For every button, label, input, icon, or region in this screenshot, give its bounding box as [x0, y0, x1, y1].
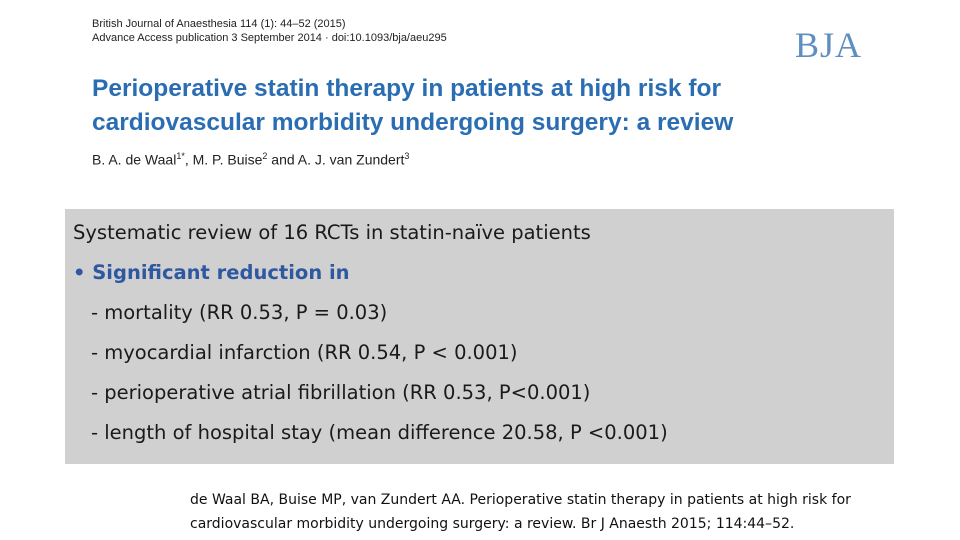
author-name: B. A. de Waal	[92, 151, 177, 168]
journal-header: British Journal of Anaesthesia 114 (1): …	[92, 17, 447, 45]
author-separator: ,	[184, 151, 193, 168]
author-affiliation: 1*	[176, 151, 185, 161]
paper-title: Perioperative statin therapy in patients…	[92, 75, 734, 136]
access-line: Advance Access publication 3 September 2…	[92, 32, 447, 44]
citation: de Waal BA, Buise MP, van Zundert AA. Pe…	[190, 488, 955, 536]
authors: B. A. de Waal1*, M. P. Buise2 and A. J. …	[92, 151, 409, 168]
journal-line: British Journal of Anaesthesia 114 (1): …	[92, 18, 346, 30]
author-name: A. J. van Zundert	[297, 151, 405, 168]
author-affiliation: 3	[404, 151, 410, 161]
summary-intro: Systematic review of 16 RCTs in statin-n…	[73, 221, 591, 244]
bja-logo: BJA	[795, 25, 863, 65]
author-separator: and	[267, 151, 298, 168]
author-name: M. P. Buise	[192, 151, 263, 168]
summary-item: - perioperative atrial fibrillation (RR …	[91, 381, 591, 404]
summary-bullet: • Significant reduction in	[73, 261, 350, 284]
author-affiliation: 2	[262, 151, 268, 161]
summary-item: - myocardial infarction (RR 0.54, P < 0.…	[91, 341, 518, 364]
summary-item: - length of hospital stay (mean differen…	[91, 421, 668, 444]
citation-line: cardiovascular morbidity undergoing surg…	[190, 516, 795, 532]
summary-box: Systematic review of 16 RCTs in statin-n…	[65, 209, 894, 464]
summary-item: - mortality (RR 0.53, P = 0.03)	[91, 301, 388, 324]
citation-line: de Waal BA, Buise MP, van Zundert AA. Pe…	[190, 492, 851, 508]
